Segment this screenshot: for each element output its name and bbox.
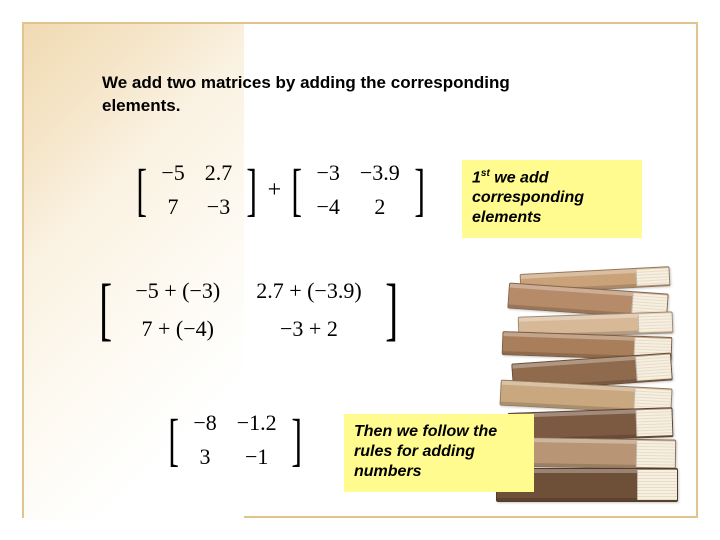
slide-frame: We add two matrices by adding the corres… — [22, 22, 698, 518]
callout-step-1: 1st we add corresponding elements — [462, 160, 642, 238]
matrix-result: −8−1.2 3−1 — [183, 406, 286, 474]
right-bracket-icon: ] — [291, 411, 302, 469]
right-bracket-icon: ] — [247, 161, 258, 219]
right-bracket-icon: ] — [414, 161, 425, 219]
left-bracket-icon: [ — [291, 161, 302, 219]
matrix-a: −52.7 7−3 — [151, 156, 242, 224]
matrix-b: −3−3.9 −42 — [306, 156, 409, 224]
callout-step-2: Then we follow the rules for adding numb… — [344, 414, 534, 492]
left-bracket-icon: [ — [136, 161, 147, 219]
slide-heading: We add two matrices by adding the corres… — [102, 72, 582, 118]
equation-matrix-sum: [ −52.7 7−3 ] + [ −3−3.9 −42 ] — [132, 156, 429, 224]
slide-content: We add two matrices by adding the corres… — [24, 24, 696, 516]
matrix-elementwise: −5 + (−3)2.7 + (−3.9) 7 + (−4)−3 + 2 — [117, 272, 379, 348]
equation-elementwise: [ −5 + (−3)2.7 + (−3.9) 7 + (−4)−3 + 2 ] — [94, 272, 403, 348]
left-bracket-icon: [ — [99, 275, 112, 345]
plus-operator: + — [268, 177, 282, 204]
right-bracket-icon: ] — [385, 275, 398, 345]
equation-result: [ −8−1.2 3−1 ] — [164, 406, 306, 474]
left-bracket-icon: [ — [168, 411, 179, 469]
